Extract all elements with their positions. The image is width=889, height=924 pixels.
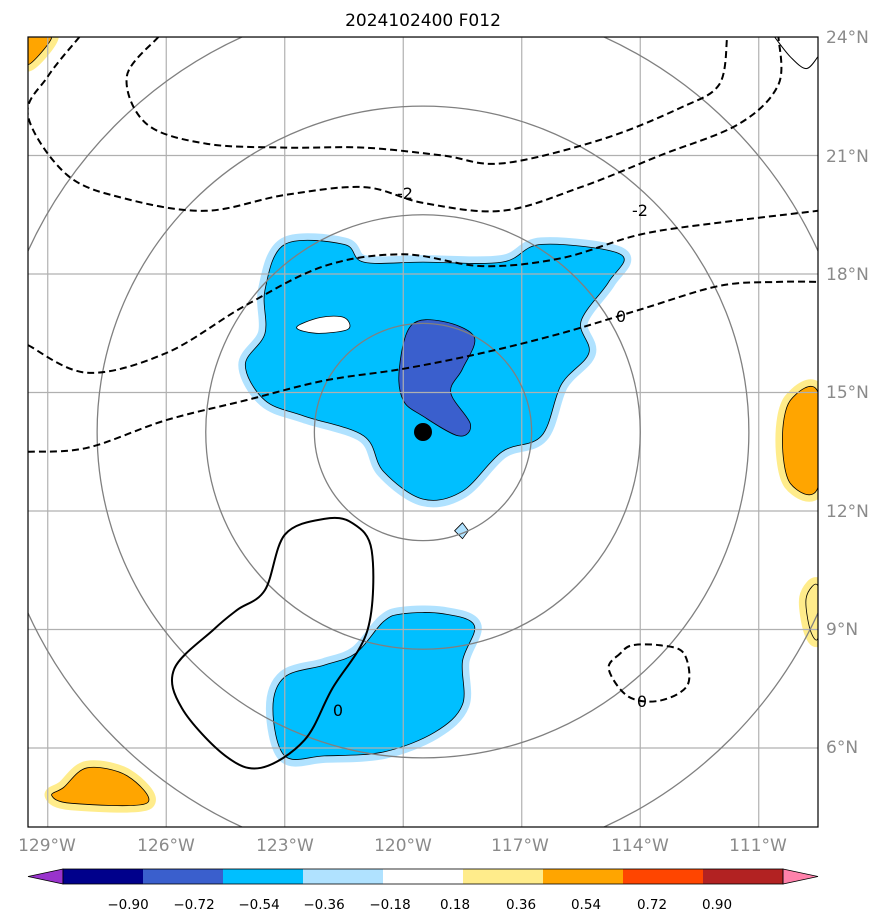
y-axis-ticks: 24°N 21°N 18°N 15°N 12°N 9°N 6°N — [826, 28, 869, 758]
contour-0-lower — [28, 280, 818, 453]
x-axis-ticks: 129°W 126°W 123°W 120°W 117°W 114°W 111°… — [18, 836, 787, 856]
northwest-corner-positive-region — [28, 37, 52, 65]
contour-label: 0 — [616, 307, 626, 326]
y-tick-label: 21°N — [826, 147, 869, 167]
contour-minus2-north — [28, 37, 783, 213]
colorbar-swatch — [223, 869, 304, 884]
colorbar-swatch — [703, 869, 784, 884]
filled-contour-layer — [28, 37, 818, 813]
x-tick-label: 126°W — [137, 836, 195, 856]
y-tick-label: 24°N — [826, 28, 869, 48]
east-small-positive-region — [805, 584, 818, 641]
east-positive-region-outline — [782, 386, 818, 496]
central-strong-negative-core — [398, 319, 475, 437]
plot-frame — [27, 36, 819, 828]
gridline-layer — [28, 37, 818, 827]
central-region-hole — [296, 315, 351, 334]
contour-line-layer — [28, 37, 818, 770]
colorbar-tick-label: 0.90 — [702, 897, 732, 913]
southwest-positive-region — [51, 767, 149, 806]
colorbar-tick-label: −0.36 — [303, 897, 344, 913]
colorbar-tick-label: −0.54 — [238, 897, 279, 913]
colorbar-extend-high — [782, 868, 819, 885]
y-tick-label: 12°N — [826, 502, 869, 522]
x-tick-label: 120°W — [374, 836, 432, 856]
colorbar-swatch — [63, 869, 144, 884]
colorbar-swatch — [383, 869, 464, 884]
contour-label: -2 — [397, 184, 413, 203]
x-tick-label: 129°W — [18, 836, 76, 856]
map-plot-area — [27, 36, 819, 828]
southwest-positive-region-outline — [51, 766, 150, 807]
colorbar-frame — [62, 868, 784, 885]
contour-labels: -2 -2 0 0 0 — [333, 184, 648, 720]
colorbar-tick-label: −0.90 — [107, 897, 148, 913]
colorbar-swatch — [143, 869, 224, 884]
contour-minus2-inner — [125, 37, 729, 165]
contour-label: 0 — [333, 701, 343, 720]
colorbar-extend-low — [27, 868, 64, 885]
chart-title: 2024102400 F012 — [345, 11, 501, 31]
x-tick-label: 114°W — [611, 836, 669, 856]
range-ring-layer — [28, 37, 818, 827]
colorbar-tick-label: 0.36 — [506, 897, 536, 913]
range-ring — [205, 214, 641, 650]
colorbar-swatch — [623, 869, 704, 884]
colorbar-tick-label: 0.72 — [637, 897, 667, 913]
east-positive-region — [782, 386, 818, 495]
colorbar-tick-label: −0.18 — [369, 897, 410, 913]
small-negative-spot — [454, 522, 469, 540]
colorbar-tick-label: 0.18 — [440, 897, 470, 913]
y-tick-label: 18°N — [826, 265, 869, 285]
x-tick-label: 117°W — [491, 836, 549, 856]
colorbar-tick-labels: −0.90 −0.72 −0.54 −0.36 −0.18 0.18 0.36 … — [107, 897, 732, 913]
colorbar-tick-label: 0.54 — [571, 897, 601, 913]
y-tick-label: 6°N — [826, 738, 858, 758]
contour-0-southwest-loop — [170, 516, 375, 770]
x-tick-label: 123°W — [256, 836, 314, 856]
colorbar-swatch — [303, 869, 384, 884]
contour-0-southeast-loop — [607, 643, 691, 703]
range-ring — [96, 105, 750, 759]
contour-label: 0 — [637, 692, 647, 711]
coastline-fragment — [774, 37, 818, 70]
storm-center-marker — [414, 423, 432, 441]
northwest-corner-positive-region-outline — [28, 37, 53, 65]
colorbar — [27, 868, 819, 885]
southern-negative-region-outline — [272, 612, 476, 760]
contour-label: -2 — [632, 201, 648, 220]
contour-0-upper — [28, 209, 818, 374]
y-tick-label: 15°N — [826, 383, 869, 403]
x-tick-label: 111°W — [729, 836, 787, 856]
colorbar-swatch — [463, 869, 544, 884]
y-tick-label: 9°N — [826, 620, 858, 640]
colorbar-tick-label: −0.72 — [173, 897, 214, 913]
range-ring — [313, 322, 533, 542]
colorbar-swatch — [543, 869, 624, 884]
